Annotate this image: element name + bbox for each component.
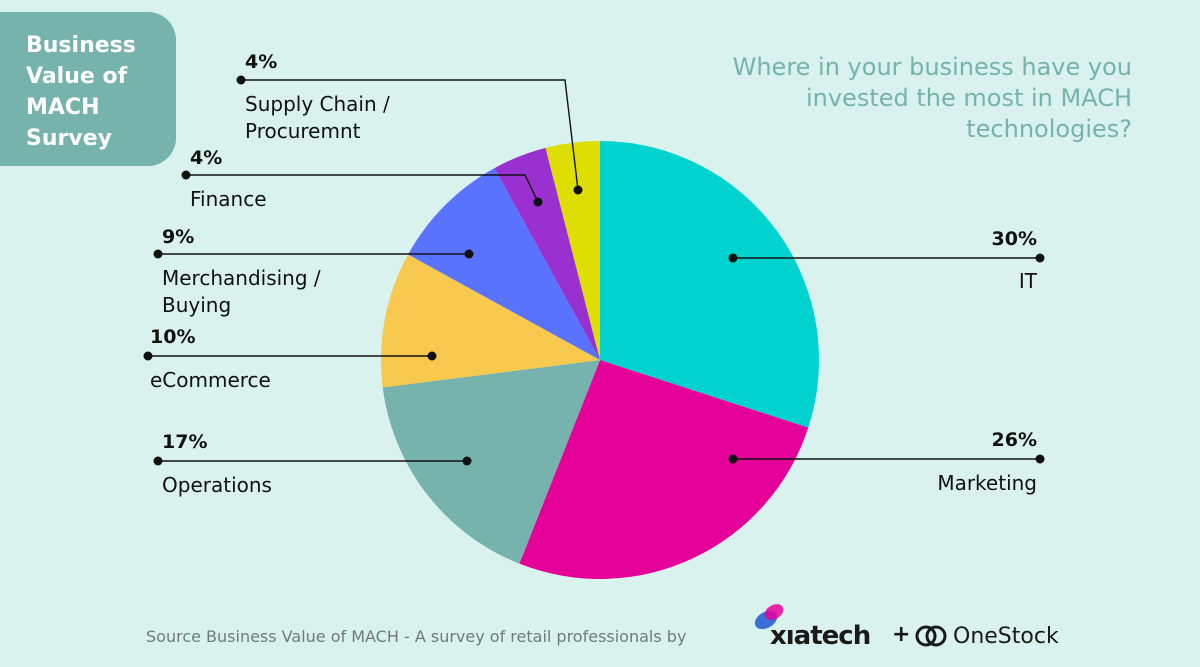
pie-slice-merchandising-buying	[408, 168, 600, 360]
pie-slice-finance	[494, 147, 600, 360]
leader-dot	[533, 197, 543, 207]
leader-dot	[427, 351, 437, 361]
source-footer: Source Business Value of MACH - A survey…	[146, 627, 687, 646]
pie-slice-marketing	[519, 360, 809, 579]
leader-line	[241, 79, 579, 191]
xiatech-logo-icon	[754, 604, 784, 630]
leader-dot	[153, 249, 163, 259]
slice-category-label: Procuremnt	[245, 119, 361, 143]
onestock-logo: OneStock	[953, 624, 1059, 649]
leader-dot	[728, 253, 738, 263]
slice-value-label: 4%	[245, 51, 277, 73]
slice-value-label: 4%	[190, 147, 222, 169]
slice-value-label: 9%	[162, 226, 194, 248]
leader-line	[186, 174, 539, 203]
leader-dot	[236, 75, 246, 85]
onestock-logo-icon	[915, 625, 947, 647]
plus-sign: +	[892, 622, 911, 647]
logo-group: xıatech + OneStock	[750, 598, 1070, 654]
slice-category-label: Marketing	[937, 471, 1037, 495]
xiatech-logo: xıatech	[770, 621, 871, 651]
leader-dot	[462, 456, 472, 466]
survey-badge: Business Value of MACH Survey	[0, 12, 176, 166]
pie-slice-it	[600, 141, 819, 428]
badge-line: Value of	[26, 64, 128, 89]
leader-dot	[153, 456, 163, 466]
chart-question: Where in your business have you invested…	[732, 53, 1132, 143]
slice-category-label: Finance	[190, 187, 267, 211]
pie-slice-supply-chain-procuremnt	[545, 141, 600, 360]
slice-category-label: Merchandising /	[162, 266, 321, 290]
badge-line: MACH	[26, 95, 100, 120]
leader-dot	[1035, 454, 1045, 464]
slice-value-label: 26%	[992, 429, 1037, 451]
slice-category-label: IT	[1019, 269, 1038, 293]
leader-dot	[143, 351, 153, 361]
slice-category-label: Supply Chain /	[245, 92, 390, 116]
slice-category-label: Buying	[162, 293, 231, 317]
leader-dot	[573, 185, 583, 195]
slice-value-label: 30%	[992, 228, 1037, 250]
badge-line: Business	[26, 33, 136, 58]
leader-dot	[181, 170, 191, 180]
slice-value-label: 10%	[150, 326, 195, 348]
badge-line: Survey	[26, 126, 112, 151]
leader-dot	[728, 454, 738, 464]
slice-category-label: eCommerce	[150, 368, 271, 392]
slice-category-label: Operations	[162, 473, 272, 497]
leader-dot	[1035, 253, 1045, 263]
pie-slice-operations	[382, 360, 600, 564]
leader-dot	[464, 249, 474, 259]
slice-value-label: 17%	[162, 431, 207, 453]
